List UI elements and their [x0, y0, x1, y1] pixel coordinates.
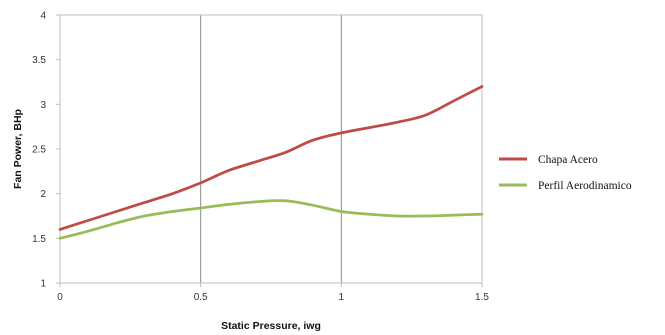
x-axis-ticks: 0 0.5 1 1.5 — [57, 283, 489, 303]
y-tick-label: 1.5 — [32, 234, 46, 245]
plot-area-frame — [59, 14, 483, 284]
grid-lines — [200, 15, 342, 283]
y-tick-label: 2.5 — [32, 145, 46, 156]
x-axis-title: Static Pressure, iwg — [221, 320, 321, 332]
series-line-chapa-acero — [58, 85, 484, 231]
x-tick-label: 1.5 — [475, 292, 489, 303]
y-tick-label: 1 — [40, 279, 46, 290]
legend-label-chapa-acero: Chapa Acero — [538, 154, 598, 166]
x-tick-label: 0 — [57, 292, 63, 303]
y-axis-ticks: 1 1.5 2 2.5 3 3.5 4 — [32, 11, 60, 290]
y-tick-label: 3 — [40, 100, 46, 111]
x-tick-label: 1 — [339, 292, 345, 303]
series-lines — [58, 85, 484, 240]
x-tick-label: 0.5 — [194, 292, 208, 303]
legend-label-perfil-aerodinamico: Perfil Aerodinamico — [538, 180, 632, 192]
legend: Chapa Acero Perfil Aerodinamico — [499, 154, 632, 192]
y-tick-label: 3.5 — [32, 55, 46, 66]
series-line-perfil-aerodinamico — [58, 199, 484, 240]
y-axis-title: Fan Power, BHp — [12, 109, 24, 189]
y-tick-label: 2 — [40, 189, 46, 200]
y-tick-label: 4 — [40, 11, 46, 22]
